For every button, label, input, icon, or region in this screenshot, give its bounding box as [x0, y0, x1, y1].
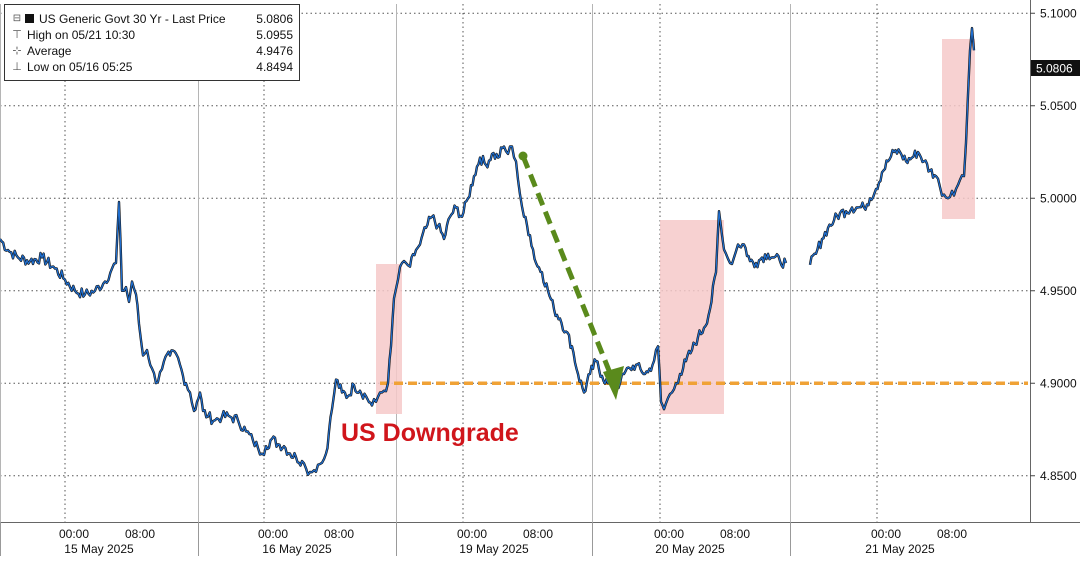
last-price-tag: 5.0806: [1031, 60, 1080, 76]
axes: 5.1000 5.0500 5.0000 4.9500 4.9000 4.8500 00:0…: [0, 6, 1077, 556]
x-tick-label: 00:00: [59, 527, 89, 541]
highlight-boxes: [376, 39, 975, 414]
y-tick-label: 4.9500: [1040, 284, 1077, 298]
x-day-label: 21 May 2025: [865, 542, 935, 556]
decline-arrow: [518, 151, 624, 400]
x-tick-label: 08:00: [937, 527, 967, 541]
legend-high-value: 5.0955: [256, 28, 293, 42]
low-marker-icon: ⊥: [12, 61, 22, 73]
legend-average-row: ⊹ Average 4.9476: [11, 43, 293, 59]
legend-low-row: ⊥ Low on 05/16 05:25 4.8494: [11, 59, 293, 75]
legend-box: ⊟ US Generic Govt 30 Yr - Last Price 5.0…: [4, 4, 300, 81]
y-tick-label: 5.0000: [1040, 191, 1077, 205]
price-series: [0, 26, 976, 476]
arrow-head: [603, 366, 624, 400]
legend-low-label: Low on 05/16 05:25: [27, 60, 133, 74]
legend-average-value: 4.9476: [256, 44, 293, 58]
y-tick-label: 4.8500: [1040, 469, 1077, 483]
x-day-label: 19 May 2025: [459, 542, 529, 556]
x-tick-label: 00:00: [457, 527, 487, 541]
last-price-tag-text: 5.0806: [1036, 62, 1073, 76]
x-tick-label: 08:00: [125, 527, 155, 541]
x-tick-label: 00:00: [258, 527, 288, 541]
y-tick-label: 5.1000: [1040, 6, 1077, 20]
x-tick-label: 08:00: [324, 527, 354, 541]
x-day-label: 20 May 2025: [655, 542, 725, 556]
x-day-label: 15 May 2025: [64, 542, 134, 556]
x-day-label: 16 May 2025: [262, 542, 332, 556]
x-tick-label: 08:00: [720, 527, 750, 541]
y-tick-label: 5.0500: [1040, 99, 1077, 113]
legend-high-row: ⊤ High on 05/21 10:30 5.0955: [11, 27, 293, 43]
legend-title: US Generic Govt 30 Yr - Last Price: [39, 12, 226, 26]
high-marker-icon: ⊤: [12, 29, 22, 41]
expand-icon[interactable]: ⊟: [12, 13, 22, 24]
series-shadow-line: [0, 26, 976, 476]
annotation-us-downgrade: US Downgrade: [341, 419, 519, 447]
grid-lines: [0, 0, 1080, 523]
legend-high-label: High on 05/21 10:30: [27, 28, 136, 42]
arrow-shaft: [520, 155, 615, 379]
highlight-box: [376, 264, 402, 414]
series-line: [0, 27, 975, 476]
y-tick-label: 4.9000: [1040, 376, 1077, 390]
legend-last-price: 5.0806: [256, 12, 293, 26]
legend-low-value: 4.8494: [256, 60, 293, 74]
legend-title-row: ⊟ US Generic Govt 30 Yr - Last Price 5.0…: [11, 11, 293, 27]
series-swatch-icon: [25, 14, 34, 23]
average-marker-icon: ⊹: [12, 45, 22, 57]
x-tick-label: 00:00: [654, 527, 684, 541]
x-tick-label: 08:00: [523, 527, 553, 541]
x-tick-label: 00:00: [871, 527, 901, 541]
legend-average-label: Average: [27, 44, 72, 58]
